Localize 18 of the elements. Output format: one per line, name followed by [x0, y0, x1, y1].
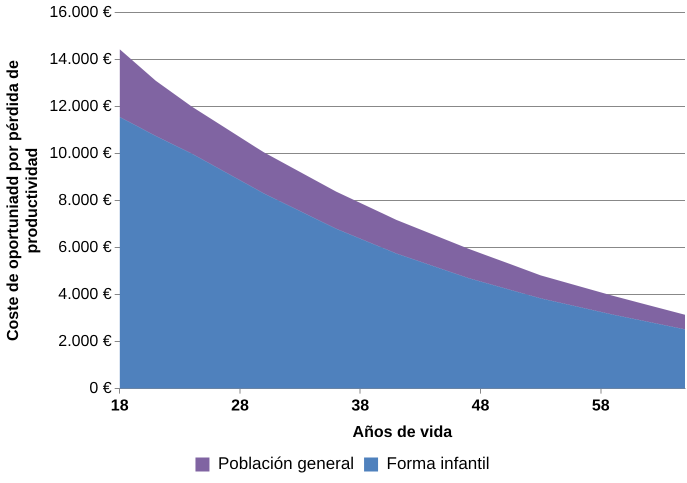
y-tick-label: 12.000 €	[49, 98, 112, 116]
y-tick-label: 4.000 €	[58, 286, 112, 304]
y-tick-label: 6.000 €	[58, 239, 112, 256]
legend-label: Población general	[218, 454, 354, 474]
x-tick-label: 48	[472, 398, 490, 415]
y-axis-title: Coste de oportuniadd por pérdida de productividad	[5, 60, 42, 342]
x-tick-label: 38	[351, 398, 370, 415]
x-tick-label: 58	[592, 398, 610, 415]
x-tick-label: 18	[110, 398, 129, 415]
y-tick-label: 10.000 €	[49, 145, 112, 162]
y-tick-label: 0 €	[89, 380, 112, 398]
legend-label: Forma infantil	[386, 454, 490, 474]
x-tick-label: 28	[231, 398, 249, 415]
y-tick-label: 16.000 €	[49, 4, 112, 22]
x-axis-title: Años de vida	[352, 424, 452, 441]
y-tick-label: 14.000 €	[49, 51, 112, 68]
y-tick-label: 8.000 €	[58, 192, 112, 210]
y-tick-label: 2.000 €	[58, 333, 112, 350]
